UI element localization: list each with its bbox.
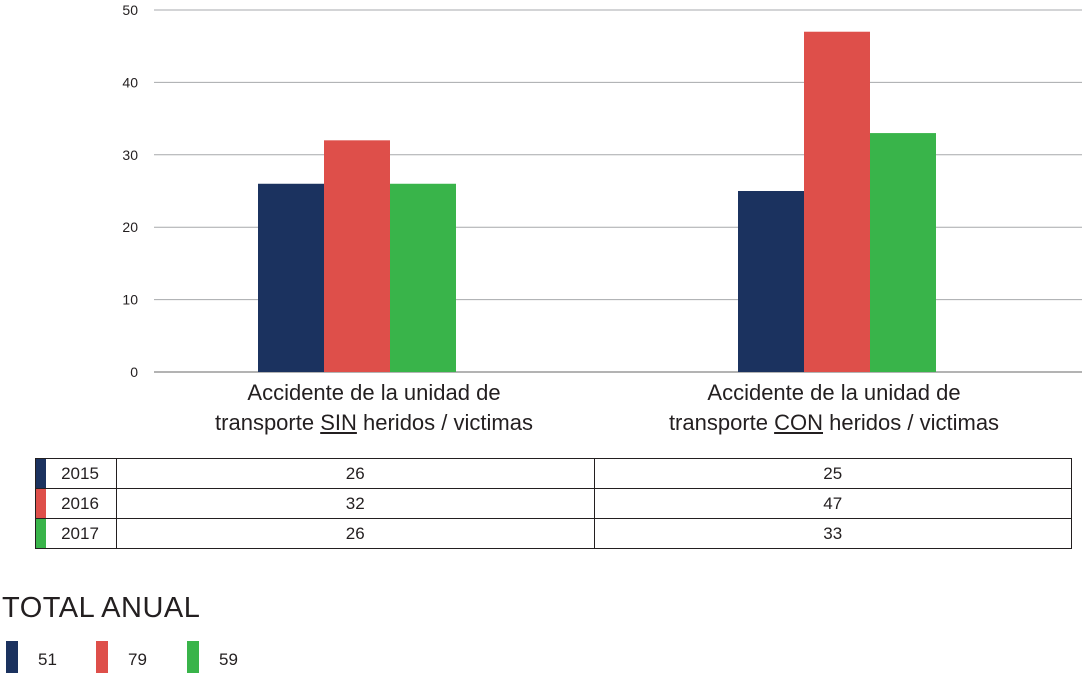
total-value: 59 <box>219 650 238 669</box>
total-swatch <box>6 641 18 673</box>
table-cell: 32 <box>116 488 595 519</box>
total-value: 79 <box>128 650 147 669</box>
total-swatch <box>96 641 108 673</box>
bar-2017-1 <box>870 133 936 372</box>
bar-chart: 0 10 20 30 40 50 <box>122 2 1082 380</box>
table-cell: 47 <box>593 488 1072 519</box>
bar-2015-1 <box>738 191 804 372</box>
table-cell: 33 <box>593 518 1072 549</box>
table-cell: 25 <box>593 458 1072 489</box>
y-tick-label: 0 <box>130 364 138 380</box>
totals-title: TOTAL ANUAL <box>2 592 201 624</box>
y-tick-label: 50 <box>122 2 138 18</box>
bar-2016-1 <box>804 31 870 372</box>
category-label-sin: Accidente de la unidad de transporte SIN … <box>215 380 533 435</box>
year-label: 2017 <box>61 523 99 543</box>
table-row: 2016 32 47 <box>35 488 1072 519</box>
category-label-con: Accidente de la unidad de transporte CON … <box>668 380 1000 435</box>
total-swatch <box>187 641 199 673</box>
y-tick-label: 10 <box>122 292 138 308</box>
table-cell: 26 <box>116 458 595 489</box>
bar-2016-0 <box>324 140 390 372</box>
y-tick-label: 30 <box>122 147 138 163</box>
table-cell: 26 <box>116 518 595 549</box>
y-tick-label: 40 <box>122 74 138 90</box>
bar-2015-0 <box>258 183 324 372</box>
emphasis-text: SIN <box>320 410 357 435</box>
y-tick-label: 20 <box>122 219 138 235</box>
bar-2017-0 <box>390 183 456 372</box>
year-label: 2016 <box>61 493 99 513</box>
total-value: 51 <box>38 650 57 669</box>
year-label: 2015 <box>61 463 99 483</box>
legend-swatch <box>36 459 46 488</box>
data-table: 2015 26 25 2016 32 47 2017 26 33 <box>35 458 1072 549</box>
table-row: 2015 26 25 <box>35 458 1072 489</box>
legend-swatch <box>36 489 46 518</box>
legend-swatch <box>36 519 46 548</box>
table-row: 2017 26 33 <box>35 518 1072 549</box>
emphasis-text: CON <box>774 410 823 435</box>
row-header: 2017 <box>35 518 117 549</box>
row-header: 2016 <box>35 488 117 519</box>
row-header: 2015 <box>35 458 117 489</box>
